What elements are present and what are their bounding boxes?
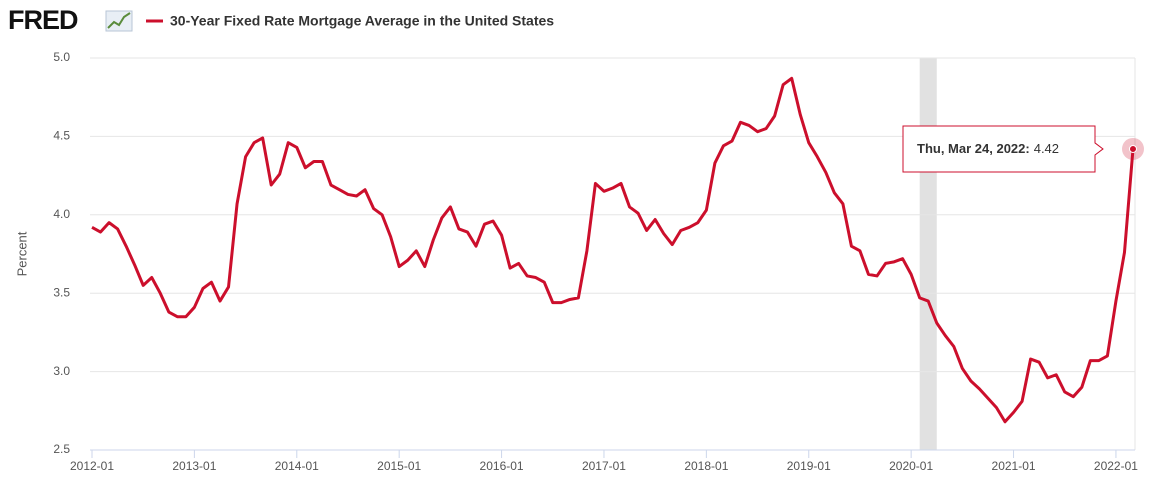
- tooltip-value: 4.42: [1034, 141, 1059, 156]
- x-tick-label: 2020-01: [889, 459, 933, 473]
- x-tick-label: 2019-01: [787, 459, 831, 473]
- x-tick-label: 2018-01: [684, 459, 728, 473]
- logo-icon: [105, 10, 133, 32]
- hover-point: [1129, 144, 1137, 153]
- x-tick-label: 2014-01: [275, 459, 319, 473]
- y-tick-label: 4.0: [53, 207, 70, 221]
- x-tick-label: 2013-01: [172, 459, 216, 473]
- y-axis-label: Percent: [14, 231, 29, 276]
- series-line: [91, 76, 1135, 424]
- tooltip-box: [902, 125, 1104, 173]
- y-tick-label: 4.5: [53, 129, 70, 143]
- x-tick-label: 2017-01: [582, 459, 626, 473]
- legend-label: 30-Year Fixed Rate Mortgage Average in t…: [170, 13, 554, 29]
- y-tick-label: 3.0: [53, 364, 70, 378]
- tooltip-date: Thu, Mar 24, 2022:: [917, 141, 1030, 156]
- x-tick-label: 2022-01: [1094, 459, 1138, 473]
- x-tick-label: 2016-01: [480, 459, 524, 473]
- shaded-period: [919, 58, 937, 450]
- logo: FRED: [8, 5, 78, 35]
- x-tick-label: 2021-01: [992, 459, 1036, 473]
- x-tick-label: 2015-01: [377, 459, 421, 473]
- y-tick-label: 3.5: [53, 285, 70, 299]
- y-tick-label: 5.0: [53, 50, 70, 64]
- x-tick-label: 2012-01: [70, 459, 114, 473]
- y-tick-label: 2.5: [53, 442, 70, 456]
- tooltip-text: Thu, Mar 24, 2022: 4.42: [917, 141, 1059, 156]
